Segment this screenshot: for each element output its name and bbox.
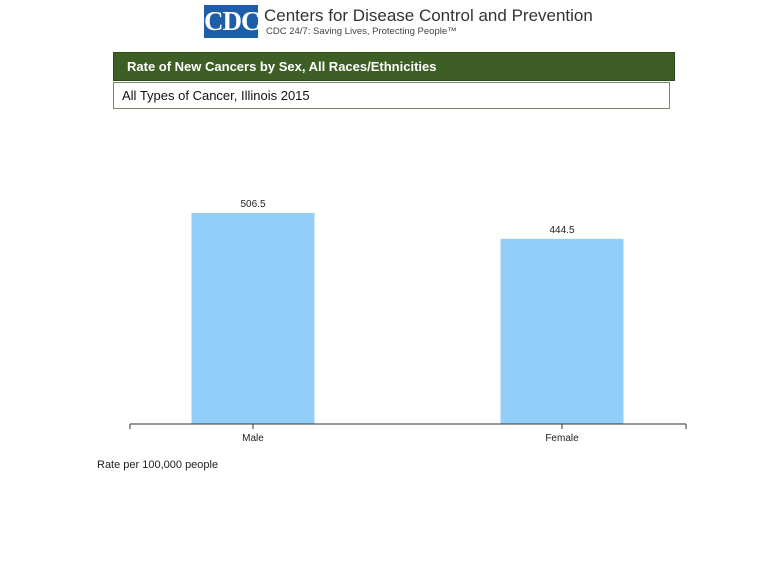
x-tick-label: Male — [242, 433, 264, 444]
chart-title: Rate of New Cancers by Sex, All Races/Et… — [113, 52, 675, 81]
cdc-logo: CDC — [204, 5, 261, 38]
bar-female — [500, 238, 624, 424]
footnote: Rate per 100,000 people — [97, 459, 219, 471]
tagline: CDC 24/7: Saving Lives, Protecting Peopl… — [266, 26, 457, 37]
org-name: Centers for Disease Control and Preventi… — [264, 6, 593, 25]
x-tick-label: Female — [545, 433, 579, 444]
data-label: 444.5 — [549, 225, 574, 236]
chart-subtitle: All Types of Cancer, Illinois 2015 — [113, 82, 670, 109]
bar-male — [191, 213, 315, 424]
data-label: 506.5 — [240, 199, 265, 210]
